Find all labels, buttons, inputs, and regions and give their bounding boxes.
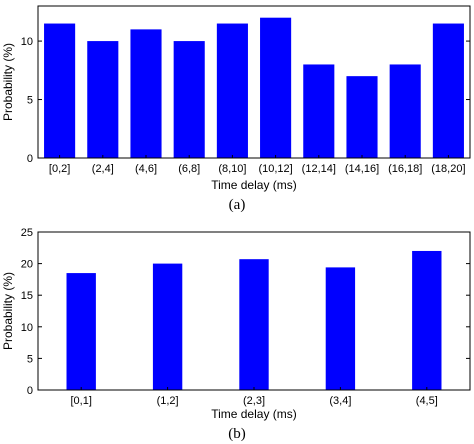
chart-b: 0 5 10 15 20 25 [0,1] (1,2] (2,3] (3,4] (4,5] Tim…: [1, 227, 471, 442]
x-tick-label: (14,16]: [345, 163, 379, 175]
chart-a-caption: (a): [229, 197, 246, 213]
y-tick-label: 0: [27, 153, 33, 165]
chart-b-y-ticks: 0 5 10 15 20 25: [21, 227, 470, 397]
x-tick-label: [0,1]: [70, 395, 91, 407]
chart-a-bars: [44, 17, 464, 158]
bar-(1,2]: [152, 263, 183, 390]
x-tick-label: (3,4]: [329, 395, 351, 407]
y-tick-label: 20: [21, 259, 33, 271]
y-tick-label: 0: [27, 385, 33, 397]
y-tick-label: 5: [27, 353, 33, 365]
bar-(4,5]: [412, 250, 442, 390]
bar-(12,14]: [303, 64, 335, 158]
chart-a-x-axis-label: Time delay (ms): [211, 178, 297, 192]
x-tick-label: (2,4]: [92, 163, 114, 175]
bar-(3,4]: [325, 267, 356, 390]
chart-b-x-ticks: [0,1] (1,2] (2,3] (3,4] (4,5]: [70, 387, 438, 407]
x-tick-label: (10,12]: [258, 163, 292, 175]
y-tick-label: 10: [21, 322, 33, 334]
y-tick-label: 15: [21, 290, 33, 302]
x-tick-label: (2,3]: [243, 395, 265, 407]
x-tick-label: (4,5]: [416, 395, 438, 407]
y-tick-label: 5: [27, 95, 33, 107]
y-tick-label: 10: [21, 36, 33, 48]
chart-b-bars: [66, 250, 442, 390]
x-tick-label: (16,18]: [388, 163, 422, 175]
x-tick-label: (1,2]: [157, 395, 179, 407]
bar-[0,1]: [66, 273, 96, 390]
chart-a: 0 5 10 [0,2] (2,4] (4,6] (6,8] (8,10] (10,12] (1…: [1, 5, 471, 213]
bar-(6,8]: [173, 41, 205, 158]
chart-a-y-axis-label: Probability (%): [1, 43, 15, 121]
chart-a-x-ticks: [0,2] (2,4] (4,6] (6,8] (8,10] (10,12] (12,14]…: [49, 155, 466, 175]
x-tick-label: (18,20]: [431, 163, 465, 175]
y-tick-label: 25: [21, 227, 33, 239]
x-tick-label: (8,10]: [218, 163, 246, 175]
x-tick-label: (6,8]: [178, 163, 200, 175]
x-tick-label: (4,6]: [135, 163, 157, 175]
chart-b-caption: (b): [228, 426, 246, 442]
bar-(14,16]: [346, 76, 378, 158]
bar-(16,18]: [389, 64, 421, 158]
bar-(4,6]: [130, 29, 162, 158]
x-tick-label: [0,2]: [49, 163, 70, 175]
x-tick-label: (12,14]: [302, 163, 336, 175]
bar-(10,12]: [260, 17, 292, 158]
bar-(18,20]: [432, 23, 464, 158]
bar-(8,10]: [216, 23, 248, 158]
chart-a-axes-box: [37, 5, 471, 159]
chart-a-y-ticks: 0 5 10: [21, 36, 470, 165]
chart-b-y-axis-label: Probability (%): [1, 272, 15, 350]
chart-b-x-axis-label: Time delay (ms): [211, 407, 297, 421]
bar-(2,3]: [239, 259, 269, 390]
bar-[0,2]: [44, 23, 76, 158]
bar-(2,4]: [87, 41, 119, 158]
